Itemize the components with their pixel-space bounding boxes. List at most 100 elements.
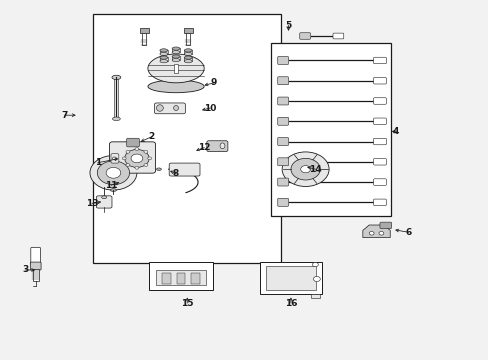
FancyBboxPatch shape: [109, 142, 155, 173]
Text: 2: 2: [148, 132, 154, 141]
Circle shape: [313, 276, 320, 282]
Ellipse shape: [172, 55, 180, 58]
Circle shape: [90, 156, 137, 190]
Bar: [162, 273, 170, 284]
Ellipse shape: [160, 56, 167, 59]
Text: 11: 11: [104, 181, 117, 190]
Text: 9: 9: [210, 78, 217, 87]
Ellipse shape: [112, 75, 121, 80]
Text: 1: 1: [95, 158, 101, 167]
FancyBboxPatch shape: [277, 77, 288, 85]
Ellipse shape: [110, 189, 116, 192]
Circle shape: [126, 150, 130, 153]
Bar: [183, 28, 192, 33]
Text: 3: 3: [22, 266, 28, 274]
Circle shape: [143, 150, 147, 153]
Ellipse shape: [184, 56, 192, 59]
Circle shape: [106, 167, 121, 178]
Text: 12: 12: [198, 143, 210, 152]
Bar: [184, 57, 192, 61]
Ellipse shape: [102, 196, 106, 199]
FancyBboxPatch shape: [373, 158, 386, 165]
Bar: [172, 56, 180, 60]
Circle shape: [312, 262, 318, 267]
Text: 13: 13: [85, 199, 98, 208]
FancyBboxPatch shape: [379, 222, 391, 229]
Bar: [155, 270, 206, 285]
FancyBboxPatch shape: [277, 158, 288, 166]
Text: 6: 6: [405, 228, 410, 237]
Ellipse shape: [184, 49, 192, 52]
FancyBboxPatch shape: [373, 199, 386, 206]
Ellipse shape: [160, 59, 167, 63]
Circle shape: [378, 231, 383, 235]
Text: 15: 15: [181, 299, 193, 307]
Ellipse shape: [156, 105, 163, 111]
FancyBboxPatch shape: [332, 33, 343, 39]
FancyBboxPatch shape: [31, 247, 41, 265]
Bar: [160, 50, 167, 54]
Ellipse shape: [156, 168, 161, 170]
Bar: [184, 50, 192, 54]
Circle shape: [282, 152, 328, 186]
FancyBboxPatch shape: [373, 138, 386, 145]
Circle shape: [143, 163, 147, 166]
FancyBboxPatch shape: [373, 98, 386, 104]
FancyBboxPatch shape: [30, 262, 41, 270]
Ellipse shape: [184, 59, 192, 63]
FancyBboxPatch shape: [373, 179, 386, 185]
Bar: [93, 14, 281, 263]
Ellipse shape: [220, 143, 224, 149]
Ellipse shape: [172, 47, 180, 50]
Circle shape: [97, 161, 129, 185]
Text: 7: 7: [61, 111, 68, 120]
FancyBboxPatch shape: [277, 178, 288, 186]
Bar: [172, 48, 180, 52]
Circle shape: [112, 157, 116, 160]
Ellipse shape: [173, 105, 178, 111]
Bar: [310, 294, 320, 298]
FancyBboxPatch shape: [277, 138, 288, 145]
Text: 8: 8: [173, 169, 179, 178]
Text: 14: 14: [308, 165, 321, 174]
Bar: [149, 262, 212, 290]
FancyBboxPatch shape: [277, 117, 288, 125]
Bar: [114, 77, 118, 119]
Ellipse shape: [184, 52, 192, 55]
Bar: [140, 28, 148, 33]
Ellipse shape: [172, 50, 180, 54]
Ellipse shape: [147, 80, 204, 93]
Polygon shape: [362, 225, 389, 238]
Circle shape: [126, 163, 130, 166]
Circle shape: [135, 166, 139, 169]
Bar: [176, 273, 185, 284]
FancyBboxPatch shape: [373, 57, 386, 64]
Ellipse shape: [160, 49, 167, 52]
Ellipse shape: [172, 58, 180, 62]
Ellipse shape: [147, 54, 204, 83]
Circle shape: [124, 149, 149, 167]
Bar: [265, 266, 315, 290]
Text: 4: 4: [392, 127, 399, 136]
Bar: [142, 33, 146, 45]
Bar: [191, 273, 200, 284]
FancyBboxPatch shape: [277, 198, 288, 206]
FancyBboxPatch shape: [169, 163, 200, 176]
Bar: [271, 43, 390, 216]
Bar: [33, 269, 39, 281]
FancyBboxPatch shape: [206, 141, 227, 152]
Circle shape: [135, 148, 139, 150]
Bar: [173, 64, 178, 73]
Text: 16: 16: [284, 299, 297, 307]
FancyBboxPatch shape: [126, 138, 139, 147]
Bar: [186, 33, 190, 45]
FancyBboxPatch shape: [154, 103, 185, 114]
FancyBboxPatch shape: [299, 33, 310, 39]
FancyBboxPatch shape: [111, 154, 119, 163]
Circle shape: [300, 166, 310, 173]
Ellipse shape: [112, 117, 120, 121]
FancyBboxPatch shape: [373, 118, 386, 125]
Circle shape: [122, 157, 126, 160]
Ellipse shape: [160, 52, 167, 55]
FancyBboxPatch shape: [96, 196, 112, 208]
